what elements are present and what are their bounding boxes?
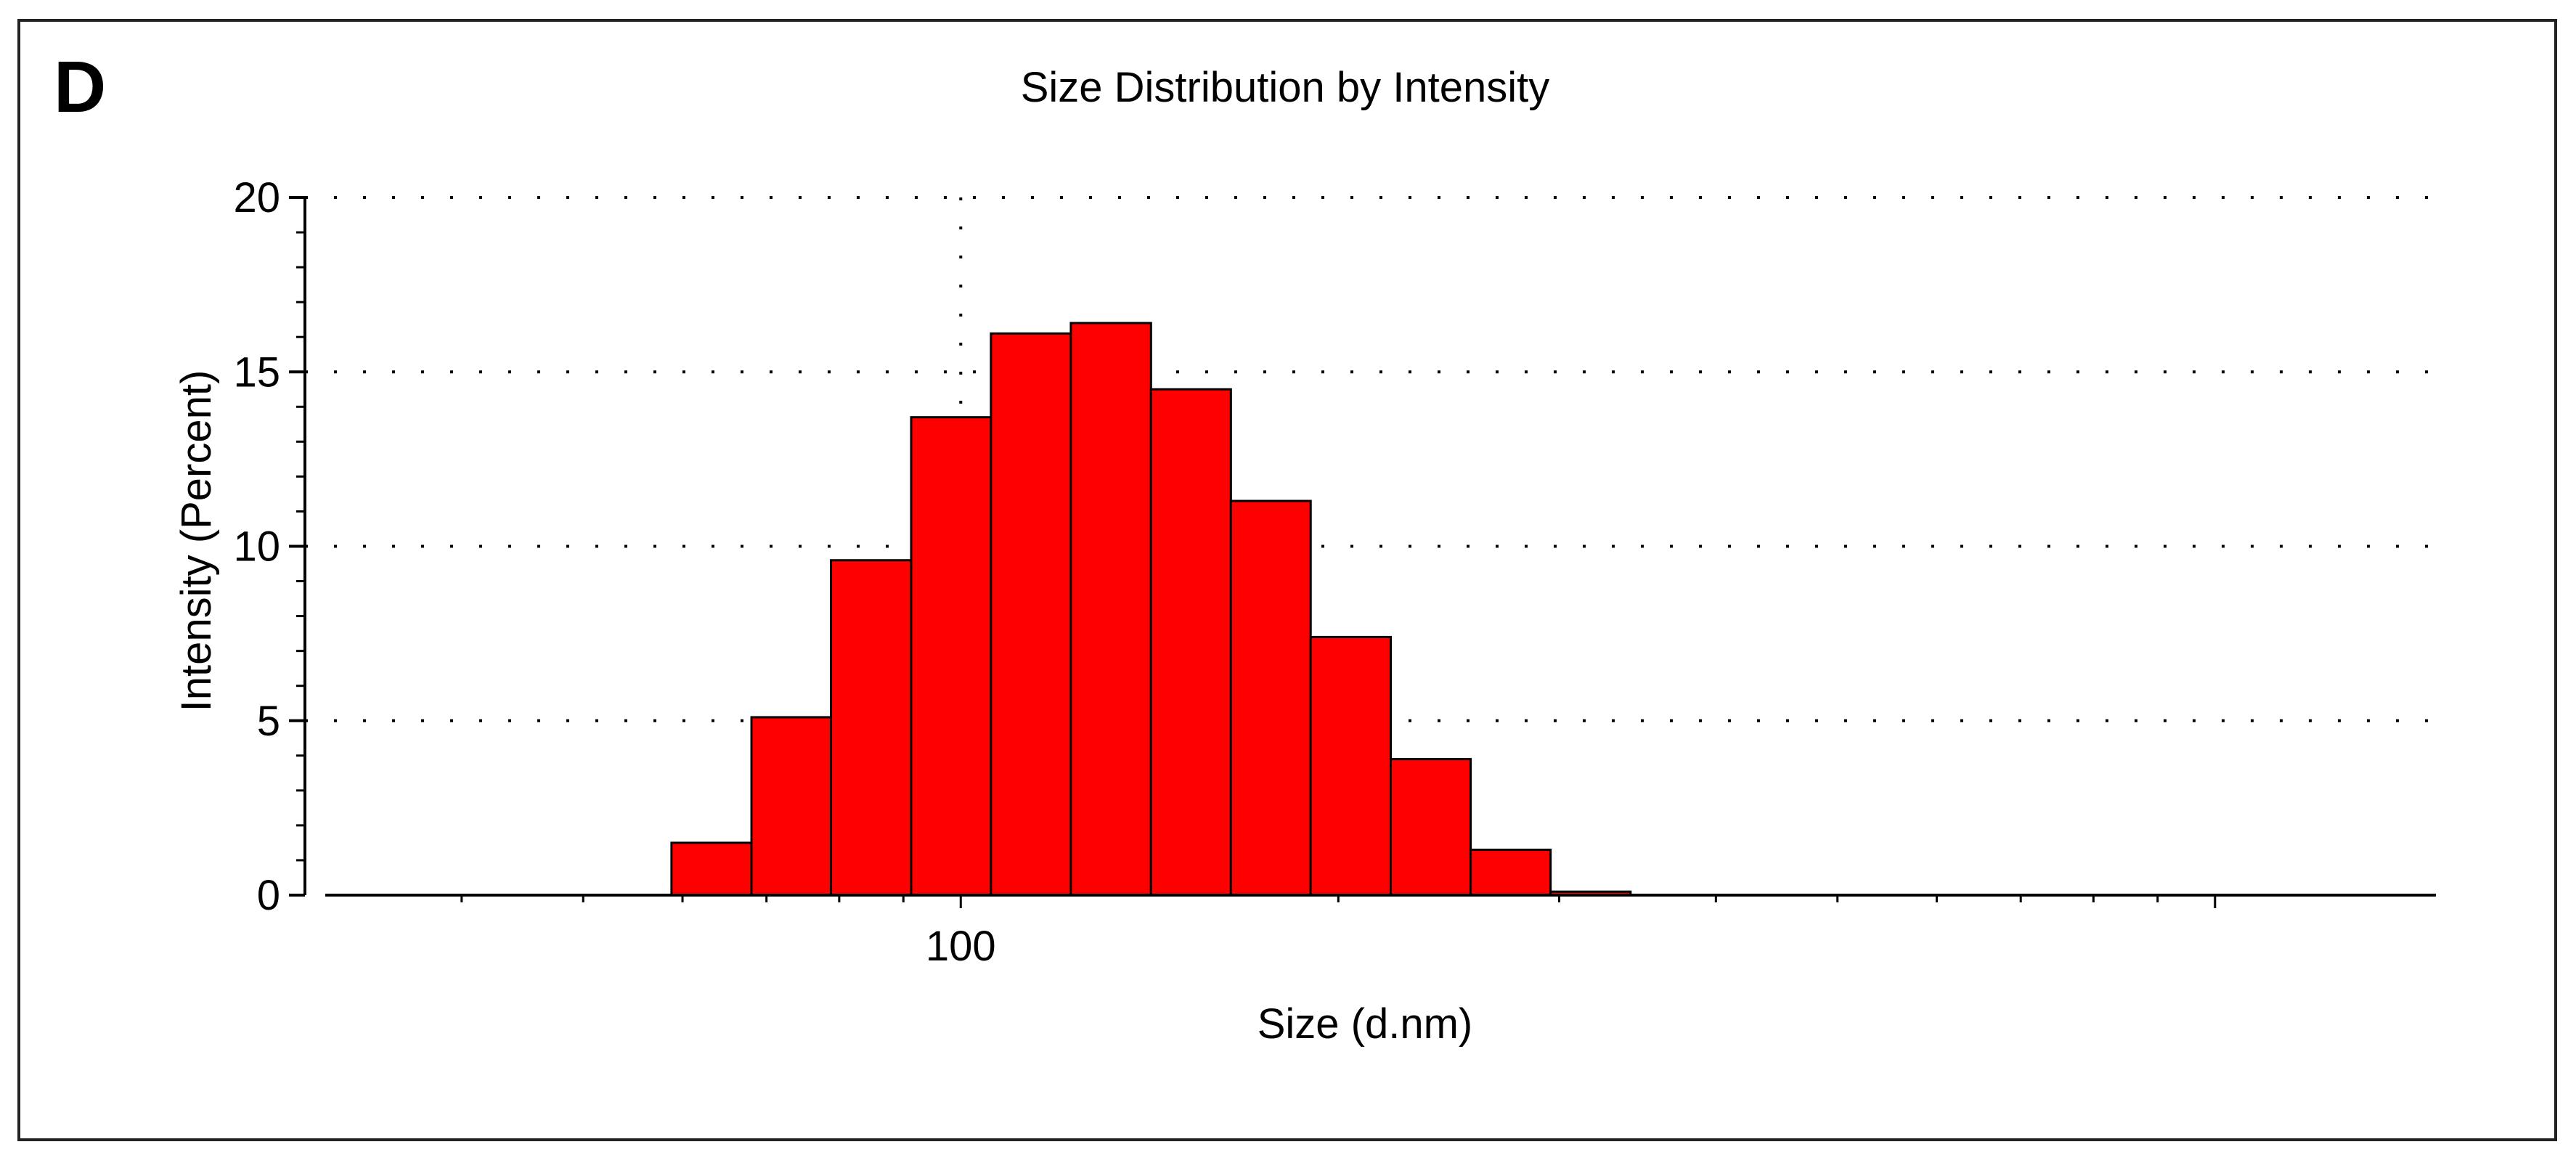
y-axis-title: Intensity (Percent) [173, 370, 220, 712]
x-axis-title: Size (d.nm) [1258, 1000, 1473, 1048]
axes-layer: 0 5 10 15 20 100 [233, 174, 2436, 970]
histogram-bar [670, 841, 753, 897]
y-tick-label: 5 [257, 698, 280, 745]
histogram-bar [750, 716, 833, 897]
histogram-bar [1229, 499, 1312, 897]
bars-layer [670, 322, 1632, 897]
histogram-bar [990, 332, 1072, 897]
y-tick-label: 15 [233, 348, 280, 396]
histogram-bar [830, 559, 913, 897]
histogram-bar [1309, 635, 1393, 897]
x-tick-label: 100 [926, 923, 996, 970]
histogram-bar [1149, 388, 1232, 897]
y-tick-label: 20 [233, 174, 280, 221]
histogram-bar [910, 416, 993, 897]
panel-label: D [54, 46, 107, 128]
y-tick-label: 0 [257, 872, 280, 919]
histogram-bar [1390, 758, 1472, 897]
y-tick-label: 10 [233, 523, 280, 571]
chart-title: Size Distribution by Intensity [1021, 64, 1550, 111]
histogram-bar [1470, 849, 1552, 897]
histogram-bar [1069, 322, 1152, 897]
